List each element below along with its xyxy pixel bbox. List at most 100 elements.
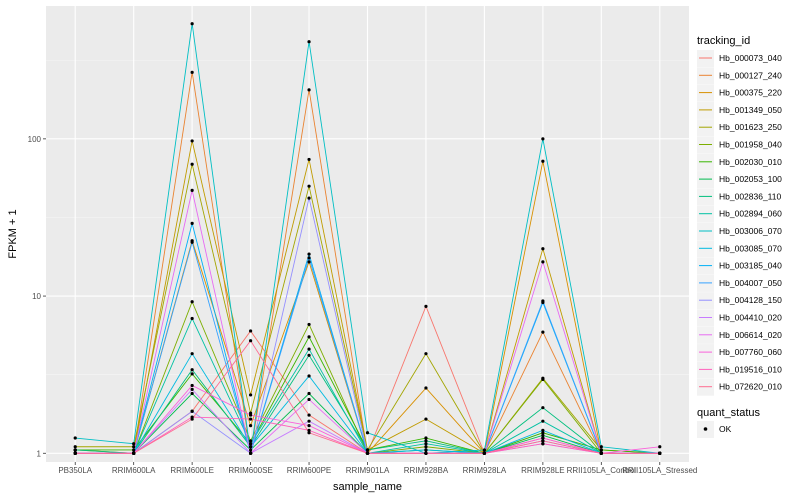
legend-label: Hb_007760_060 <box>719 347 782 357</box>
legend-item: Hb_001958_040 <box>697 136 782 154</box>
legend-key-point <box>703 427 708 431</box>
legend-label: Hb_003085_070 <box>719 243 782 253</box>
gridlines <box>46 6 689 462</box>
data-points <box>73 22 662 455</box>
legend-item: Hb_002053_100 <box>697 171 782 189</box>
data-point <box>541 330 545 334</box>
data-point <box>541 419 545 423</box>
y-tick-label: 100 <box>28 135 42 144</box>
x-tick-label: RRIM928LE <box>521 466 565 475</box>
data-point <box>307 88 311 92</box>
data-point <box>307 374 311 378</box>
legend-item: Hb_000127_240 <box>697 67 782 85</box>
data-point <box>307 397 311 402</box>
data-point <box>248 451 253 455</box>
data-point <box>248 413 253 417</box>
data-point <box>73 451 77 455</box>
legend-label: Hb_001349_050 <box>719 105 782 115</box>
data-point <box>541 406 545 410</box>
x-tick-label: RRII105LA_Control <box>567 466 637 475</box>
legend-item: Hb_003006_070 <box>697 223 782 240</box>
legend-label: Hb_000375_220 <box>719 88 782 98</box>
legend-label: Hb_004410_020 <box>719 313 782 323</box>
data-point <box>658 445 662 449</box>
legend-label: Hb_006614_020 <box>719 330 782 340</box>
data-point <box>190 368 194 372</box>
data-point <box>307 353 311 357</box>
data-point <box>248 445 253 449</box>
data-point <box>248 393 253 397</box>
x-tick-label: RRIM928BA <box>404 466 449 475</box>
legend-item: Hb_004410_020 <box>697 309 782 327</box>
x-axis-title: sample_name <box>333 481 402 493</box>
legend-item: Hb_004128_150 <box>697 292 782 310</box>
data-point <box>307 157 311 162</box>
data-point <box>190 300 194 304</box>
legend-item: Hb_002030_010 <box>697 153 782 171</box>
legend-title: quant_status <box>697 407 760 419</box>
data-point <box>190 409 194 413</box>
data-point <box>190 188 194 193</box>
data-point <box>424 417 428 421</box>
data-point <box>424 304 428 308</box>
data-point <box>190 316 194 321</box>
x-tick-label: RRIM600LA <box>112 466 156 475</box>
data-point <box>541 159 545 163</box>
data-point <box>73 436 77 440</box>
data-point <box>307 391 311 396</box>
legend-item: Hb_004007_050 <box>697 274 782 292</box>
legend-label: Hb_002053_100 <box>719 174 782 184</box>
data-point <box>658 451 662 455</box>
data-point <box>307 419 311 423</box>
y-axis-title: FPKM + 1 <box>7 209 19 258</box>
y-tick-label: 1 <box>37 449 42 458</box>
data-point <box>307 322 311 327</box>
data-point <box>132 448 136 452</box>
x-tick-label: RRIM600SE <box>228 466 272 475</box>
data-point <box>424 451 428 455</box>
data-point <box>307 184 311 188</box>
data-point <box>541 377 545 382</box>
data-point <box>424 436 428 440</box>
data-point <box>424 445 428 449</box>
data-point <box>132 442 136 446</box>
data-point <box>599 451 603 455</box>
y-axis: 1 10 100 <box>28 135 46 458</box>
data-point <box>365 431 370 435</box>
data-point <box>424 352 428 356</box>
data-point <box>541 439 545 443</box>
legend-label: Hb_003006_070 <box>719 226 782 236</box>
data-point <box>307 413 311 417</box>
data-point <box>132 451 136 455</box>
legend-label: Hb_000073_040 <box>719 53 782 63</box>
legend-label: Hb_001623_250 <box>719 122 782 132</box>
data-point <box>190 240 194 244</box>
legend-item: Hb_001349_050 <box>697 101 782 119</box>
y-tick-label: 10 <box>32 292 41 301</box>
legend-item: Hb_019516_010 <box>697 361 782 379</box>
data-point <box>190 139 194 143</box>
data-point <box>307 335 311 339</box>
data-point <box>190 372 194 376</box>
data-point <box>190 391 194 396</box>
data-point <box>307 423 311 428</box>
legend-item: Hb_007760_060 <box>697 344 782 362</box>
legend-item: Hb_000073_040 <box>697 50 782 67</box>
data-point <box>541 299 545 303</box>
legend-label: Hb_004128_150 <box>719 295 782 305</box>
data-point <box>482 451 487 455</box>
data-point <box>190 417 194 421</box>
legend-title: tracking_id <box>697 35 750 47</box>
data-point <box>190 383 194 388</box>
data-point <box>599 445 603 449</box>
data-point <box>190 22 194 26</box>
data-point <box>248 442 253 446</box>
data-point <box>307 256 311 260</box>
x-tick-label: RRIM901LA <box>346 466 390 475</box>
data-point <box>307 431 311 435</box>
data-point <box>248 417 253 421</box>
data-point <box>190 221 194 225</box>
legend-item: Hb_072620_010 <box>697 378 782 396</box>
data-point <box>248 329 253 333</box>
